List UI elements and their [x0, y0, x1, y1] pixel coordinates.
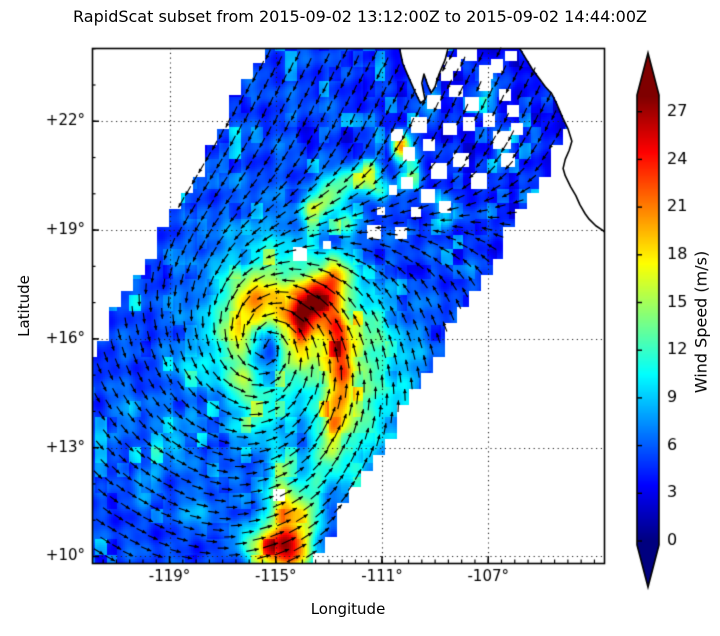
figure-title: RapidScat subset from 2015-09-02 13:12:0…	[73, 7, 647, 26]
x-axis-label: Longitude	[310, 600, 386, 618]
y-axis-label: Latitude	[15, 275, 33, 337]
colorbar-label: Wind Speed (m/s)	[691, 250, 711, 394]
